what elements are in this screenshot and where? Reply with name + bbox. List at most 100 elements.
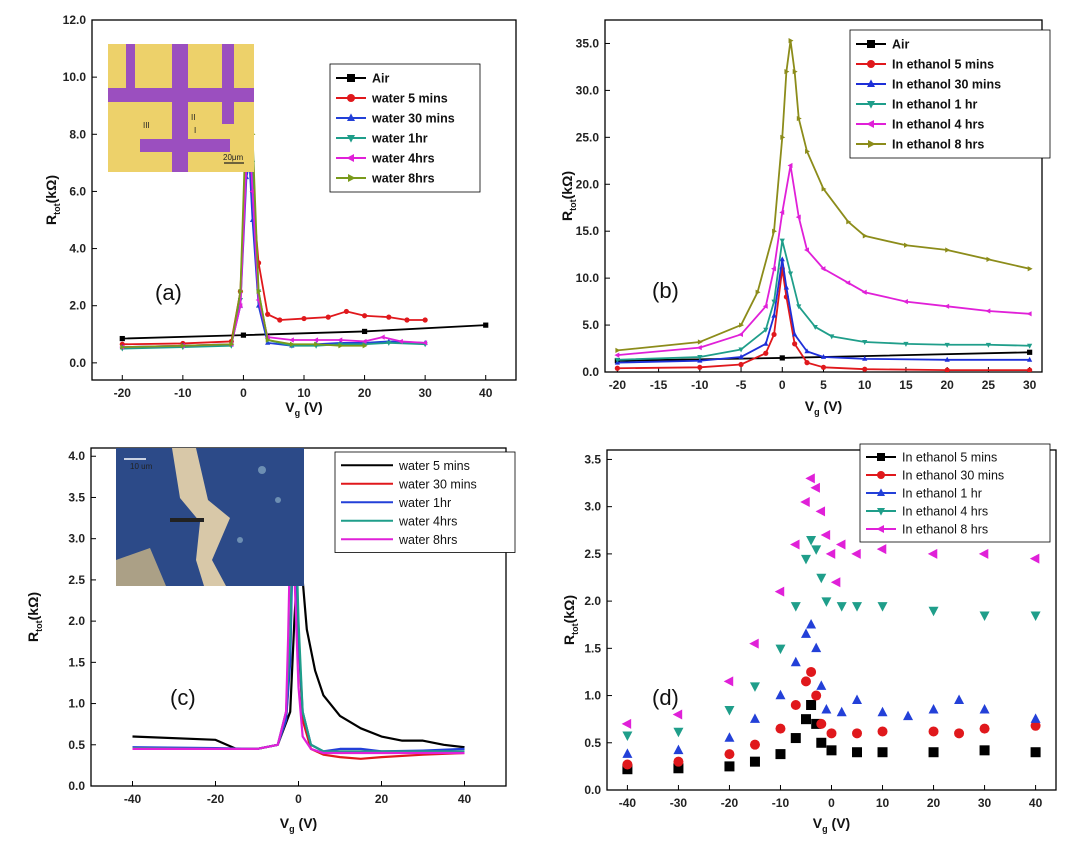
data-point xyxy=(277,317,283,323)
data-point xyxy=(800,676,811,687)
data-point xyxy=(724,761,735,772)
x-tick-label: -40 xyxy=(619,796,637,810)
legend-label: water 5 mins xyxy=(398,459,470,473)
y-tick-label: 3.5 xyxy=(68,490,85,504)
y-tick-label: 0.0 xyxy=(584,783,601,797)
data-point xyxy=(979,611,990,622)
y-tick-label: 2.5 xyxy=(68,573,85,587)
data-point xyxy=(301,315,307,322)
data-point xyxy=(821,703,832,714)
legend-box xyxy=(329,63,481,193)
data-point xyxy=(763,327,769,333)
data-point xyxy=(805,473,815,484)
legend-label: Air xyxy=(892,38,910,52)
data-point xyxy=(749,739,760,750)
series-group xyxy=(132,471,465,760)
data-point xyxy=(821,597,832,607)
data-point xyxy=(805,148,810,155)
data-point xyxy=(796,115,802,122)
data-point xyxy=(771,266,776,272)
data-point xyxy=(772,228,778,234)
data-point xyxy=(724,749,735,760)
data-point xyxy=(810,482,820,493)
data-point xyxy=(422,317,428,323)
data-point xyxy=(862,340,868,345)
data-point xyxy=(927,548,938,559)
plot-b: -20 -15 -10 -5 0 5 10 15 20 25 30 0.0 5.0 10.0 15.0 20.… xyxy=(559,19,1051,417)
data-point xyxy=(826,745,837,756)
x-tick-label: 30 xyxy=(978,796,992,810)
y-tick-label: 0.0 xyxy=(69,356,86,370)
data-point xyxy=(762,303,768,309)
data-point xyxy=(697,355,703,360)
data-point xyxy=(944,367,950,372)
y-tick-label: 5.0 xyxy=(582,318,599,332)
legend-label: In ethanol 30 mins xyxy=(892,78,1001,92)
y-tick-label: 2.0 xyxy=(68,614,85,628)
data-point xyxy=(180,343,186,349)
inset-label-ii: II xyxy=(191,113,195,122)
data-point xyxy=(861,289,867,295)
data-point xyxy=(852,602,863,612)
data-point xyxy=(877,706,888,717)
data-point xyxy=(338,343,344,349)
panel-label-b: (b) xyxy=(652,278,679,303)
x-tick-label: 20 xyxy=(927,796,941,810)
data-point xyxy=(845,280,851,286)
x-tick-label: 0 xyxy=(779,378,786,392)
data-point xyxy=(985,308,991,314)
legend-marker xyxy=(877,453,885,461)
data-point xyxy=(804,348,810,354)
data-point xyxy=(313,337,319,343)
data-point xyxy=(852,728,863,739)
legend-label: water 4hrs xyxy=(398,514,457,528)
x-tick-label: 25 xyxy=(982,378,996,392)
data-point xyxy=(954,694,965,705)
data-point xyxy=(790,733,801,744)
data-point xyxy=(120,344,126,350)
data-point xyxy=(986,256,992,262)
x-tick-label: -20 xyxy=(114,386,132,400)
y-tick-label: 20.0 xyxy=(576,177,600,191)
data-point xyxy=(779,209,785,216)
panel-c: -40 -20 0 20 40 0.0 0.5 1.0 1.5 2.0 2.5 3.0 3.5 4.0 Vg… xyxy=(25,447,516,834)
inset-scale-text: 20μm xyxy=(223,153,244,162)
legend-marker xyxy=(877,508,885,516)
y-tick-label: 0.0 xyxy=(582,365,599,379)
data-point xyxy=(985,342,992,348)
data-point xyxy=(830,577,841,588)
x-axis-label: Vg (V) xyxy=(805,398,842,417)
data-point xyxy=(928,606,939,617)
data-point xyxy=(265,311,271,317)
data-point xyxy=(622,759,633,770)
data-point xyxy=(800,554,811,565)
data-point xyxy=(238,288,244,295)
data-point xyxy=(774,586,785,597)
y-tick-label: 0.0 xyxy=(68,779,85,793)
y-tick-label: 2.0 xyxy=(584,594,601,608)
x-tick-label: -10 xyxy=(174,386,192,400)
x-tick-label: 40 xyxy=(1029,796,1043,810)
data-point xyxy=(811,545,822,555)
data-point xyxy=(775,689,786,700)
data-point xyxy=(1027,343,1033,349)
data-point xyxy=(738,331,743,338)
y-tick-label: 2.5 xyxy=(584,547,601,561)
data-point xyxy=(787,162,793,169)
data-point xyxy=(621,718,632,729)
x-tick-label: 20 xyxy=(358,386,372,400)
data-point xyxy=(800,714,811,725)
data-point xyxy=(790,700,801,710)
data-point xyxy=(775,723,786,734)
data-point xyxy=(697,339,703,345)
data-point xyxy=(815,506,826,517)
y-axis-label: Rtot(kΩ) xyxy=(25,592,44,642)
data-point xyxy=(379,334,385,340)
data-point xyxy=(738,347,744,353)
data-point xyxy=(820,530,831,540)
data-point xyxy=(1030,747,1041,758)
series-line-5 xyxy=(617,164,1030,357)
panel-d: -40 -30 -20 -10 0 10 20 30 40 0.0 0.5 1.0 1.5 2.0 2.5 3… xyxy=(561,443,1057,834)
inset-label-iii: III xyxy=(143,121,150,130)
legend-marker xyxy=(877,488,885,496)
